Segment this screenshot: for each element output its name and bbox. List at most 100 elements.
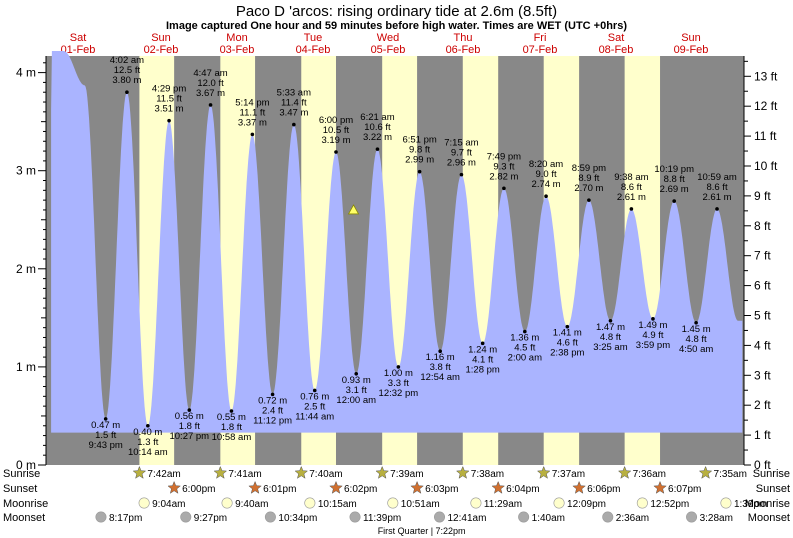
sunrise-star-icon (213, 465, 228, 479)
tide-label-high: 9.8 ft (409, 145, 430, 156)
sunrise-time: 7:37am (552, 469, 585, 480)
chart-title: Paco D 'arcos: rising ordinary tide at 2… (236, 3, 557, 20)
tide-label-low: 1.36 m (510, 333, 539, 344)
day-name-3: Tue (304, 32, 323, 44)
day-name-5: Thu (454, 32, 473, 44)
sunset-time: 6:03pm (425, 484, 458, 495)
day-date-0: 01-Feb (61, 44, 96, 56)
tide-point-low (354, 371, 359, 376)
row-label-moonset-left: Moonset (3, 512, 45, 524)
day-labels: Sat01-FebSun02-FebMon03-FebTue04-FebWed0… (61, 32, 709, 56)
tide-point-high (334, 150, 338, 154)
tide-label-low: 1.41 m (553, 328, 582, 339)
left-axis-meters: 0 m 1 m 2 m 3 m 4 m (16, 56, 47, 472)
tide-label-high: 2.99 m (405, 155, 434, 166)
tide-point-high (587, 198, 591, 202)
sunrise-time: 7:41am (228, 469, 261, 480)
tide-label-low: 11:12 pm (253, 415, 292, 426)
tide-label-high: 10:19 pm (654, 164, 694, 175)
sunrise-time: 7:35am (714, 469, 747, 480)
moonrise-moon-icon (304, 497, 316, 509)
tide-label-high: 7:49 pm (487, 151, 521, 162)
tide-label-low: 1.8 ft (179, 421, 200, 432)
tide-point-low (694, 320, 698, 325)
sunset-time: 6:02pm (344, 484, 377, 495)
tide-label-high: 9.0 ft (536, 169, 557, 180)
tide-label-high: 11.5 ft (156, 94, 182, 105)
row-label-moonset-right: Moonset (748, 512, 790, 524)
tide-label-low: 12:00 am (336, 395, 376, 406)
tide-point-high (459, 172, 464, 177)
tide-point-low (103, 417, 108, 421)
tide-label-high: 4:02 am (110, 55, 144, 66)
day-date-3: 04-Feb (296, 44, 331, 56)
tide-label-high: 2.61 m (617, 192, 646, 203)
tide-point-low (229, 409, 234, 413)
tide-point-high (417, 169, 422, 174)
tide-point-high (375, 147, 380, 151)
tide-label-low: 0.76 m (300, 391, 329, 402)
right-axis-feet: 0 ft 1 ft 2 ft 3 ft 4 ft 5 ft 6 ft 7 ft 8 ft 9 ft… (743, 56, 778, 472)
tide-label-high: 2.61 m (703, 192, 732, 203)
tide-label-low: 3.8 ft (430, 362, 451, 373)
tide-label-low: 4.8 ft (600, 332, 621, 343)
tide-label-high: 8.8 ft (664, 174, 685, 185)
right-tick-label: 5 ft (754, 308, 771, 322)
tide-label-high: 7:15 am (444, 138, 478, 149)
moonrise-row: 9:04am 9:40am 10:15am 10:51am 11:29am 12:09pm… (138, 497, 767, 510)
now-marker (347, 204, 360, 215)
tide-label-low: 2:38 pm (550, 348, 584, 359)
sunset-star-icon (491, 480, 506, 494)
right-tick-label: 1 ft (754, 428, 771, 442)
tide-label-high: 12.0 ft (197, 78, 224, 89)
sunset-time: 6:01pm (263, 484, 296, 495)
moonrise-moon-icon (138, 497, 150, 509)
tide-label-low: 4.6 ft (557, 338, 578, 349)
row-label-sunrise-left: Sunrise (3, 468, 40, 480)
tide-label-low: 1.45 m (682, 324, 711, 335)
row-label-sunset-right: Sunset (756, 483, 790, 495)
day-name-1: Sun (151, 32, 171, 44)
tide-label-low: 1.5 ft (95, 430, 116, 441)
day-date-6: 07-Feb (523, 44, 558, 56)
sunset-star-icon (653, 480, 667, 494)
tide-label-low: 0.72 m (258, 395, 287, 406)
sunset-star-icon (167, 480, 181, 494)
tide-label-high: 6:51 pm (402, 135, 436, 146)
tide-label-high: 3.47 m (279, 108, 308, 119)
sunrise-star-icon (536, 465, 551, 479)
moonset-time: 3:28am (700, 513, 733, 524)
moonrise-time: 12:09pm (567, 499, 606, 510)
right-tick-label: 8 ft (754, 219, 771, 233)
left-tick-label: 1 m (16, 360, 36, 374)
tide-label-low: 0.40 m (133, 427, 162, 438)
tide-label-high: 5:33 am (277, 88, 311, 99)
tide-point-high (292, 122, 296, 127)
tide-label-high: 5:14 pm (235, 97, 269, 108)
tide-points (103, 90, 719, 428)
sunrise-time: 7:39am (390, 469, 423, 480)
moonrise-moon-icon (720, 497, 732, 509)
moonrise-time: 11:29am (484, 499, 522, 510)
tide-point-low (608, 318, 613, 323)
tide-label-low: 10:14 am (128, 447, 168, 458)
tide-label-low: 3.3 ft (388, 378, 409, 389)
tide-label-low: 3:59 pm (636, 340, 670, 351)
moonset-time: 12:41am (448, 513, 487, 524)
tide-label-high: 8.6 ft (621, 182, 642, 193)
right-tick-label: 13 ft (754, 69, 778, 83)
moonset-time: 2:36am (616, 513, 649, 524)
tide-point-high (167, 118, 171, 123)
tide-label-low: 4.1 ft (472, 354, 493, 365)
tide-label-high: 10.6 ft (364, 122, 391, 133)
tide-label-low: 2:00 am (508, 353, 542, 364)
moonset-time: 11:39pm (363, 513, 401, 524)
left-tick-label: 0 m (16, 458, 36, 472)
tide-label-low: 0.93 m (342, 375, 371, 386)
left-tick-label: 3 m (16, 164, 36, 178)
moonrise-time: 10:15am (318, 499, 357, 510)
tide-point-high (208, 103, 213, 107)
sunrise-star-icon (132, 465, 147, 479)
sunrise-star-icon (294, 465, 309, 479)
